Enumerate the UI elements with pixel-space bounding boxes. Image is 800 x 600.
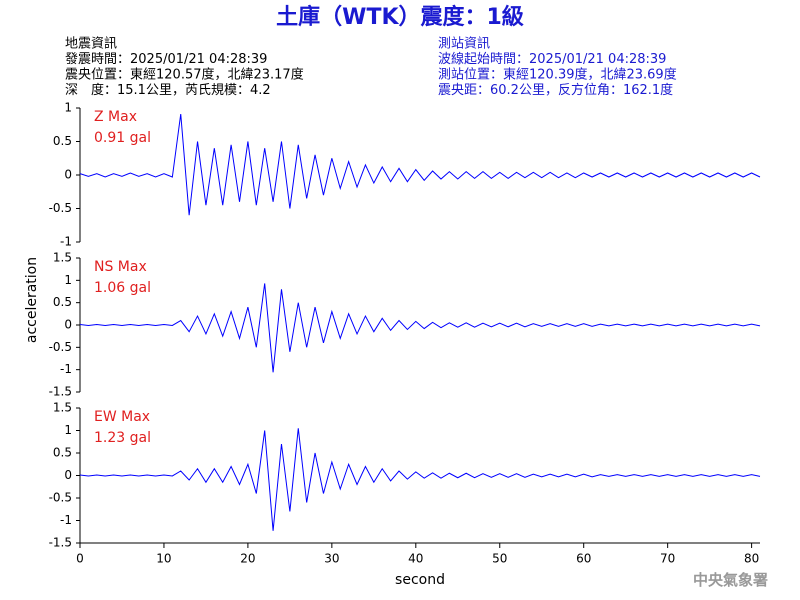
event-info: 地震資訊 <box>65 37 117 52</box>
event-info: 震央位置：東經120.57度，北緯23.17度 <box>65 67 304 83</box>
x-tick-label: 30 <box>324 552 339 566</box>
max-label: 0.91 gal <box>94 130 151 146</box>
y-tick-label: 0.5 <box>53 295 72 309</box>
y-tick-label: 0.5 <box>53 446 72 460</box>
y-tick-label: -0.5 <box>49 340 72 354</box>
y-tick-label: -1 <box>60 362 72 376</box>
waveform <box>79 113 761 216</box>
waveform <box>79 428 761 531</box>
max-label: 1.23 gal <box>94 430 151 446</box>
station-info: 波線起始時間：2025/01/21 04:28:39 <box>438 51 666 67</box>
event-info: 深 度：15.1公里，芮氏規模：4.2 <box>65 82 271 98</box>
y-tick-label: -1.5 <box>49 385 72 399</box>
channel-label: NS Max <box>94 259 147 275</box>
x-tick-label: 80 <box>744 552 759 566</box>
x-tick-label: 20 <box>240 552 255 566</box>
waveform <box>79 283 761 373</box>
x-tick-label: 0 <box>76 552 84 566</box>
station-info: 測站位置：東經120.39度，北緯23.69度 <box>438 67 677 83</box>
y-tick-label: 1.5 <box>53 251 72 265</box>
y-tick-label: 1 <box>64 273 72 287</box>
x-tick-label: 10 <box>156 552 171 566</box>
x-tick-label: 70 <box>660 552 675 566</box>
x-axis-label: second <box>395 572 445 588</box>
x-tick-label: 40 <box>408 552 423 566</box>
y-tick-label: 1 <box>64 101 72 115</box>
y-axis-label: acceleration <box>24 257 40 343</box>
y-tick-label: 0 <box>64 168 72 182</box>
event-info: 發震時間：2025/01/21 04:28:39 <box>65 52 267 67</box>
channel-label: EW Max <box>94 409 150 425</box>
y-tick-label: 1 <box>64 423 72 437</box>
y-tick-label: -0.5 <box>49 491 72 505</box>
max-label: 1.06 gal <box>94 280 151 296</box>
y-tick-label: -1 <box>60 235 72 249</box>
y-tick-label: -1 <box>60 513 72 527</box>
agency-footer: 中央氣象署 <box>693 571 768 589</box>
station-info: 測站資訊 <box>438 37 490 52</box>
y-tick-label: -0.5 <box>49 201 72 215</box>
x-tick-label: 50 <box>492 552 507 566</box>
station-info: 震央距：60.2公里，反方位角：162.1度 <box>438 82 673 98</box>
channel-label: Z Max <box>94 109 137 125</box>
y-tick-label: 0 <box>64 468 72 482</box>
x-tick-label: 60 <box>576 552 591 566</box>
y-tick-label: 0 <box>64 318 72 332</box>
y-tick-label: 0.5 <box>53 134 72 148</box>
y-tick-label: 1.5 <box>53 401 72 415</box>
page-title: 土庫（WTK）震度：1級 <box>276 4 524 30</box>
y-tick-label: -1.5 <box>49 536 72 550</box>
